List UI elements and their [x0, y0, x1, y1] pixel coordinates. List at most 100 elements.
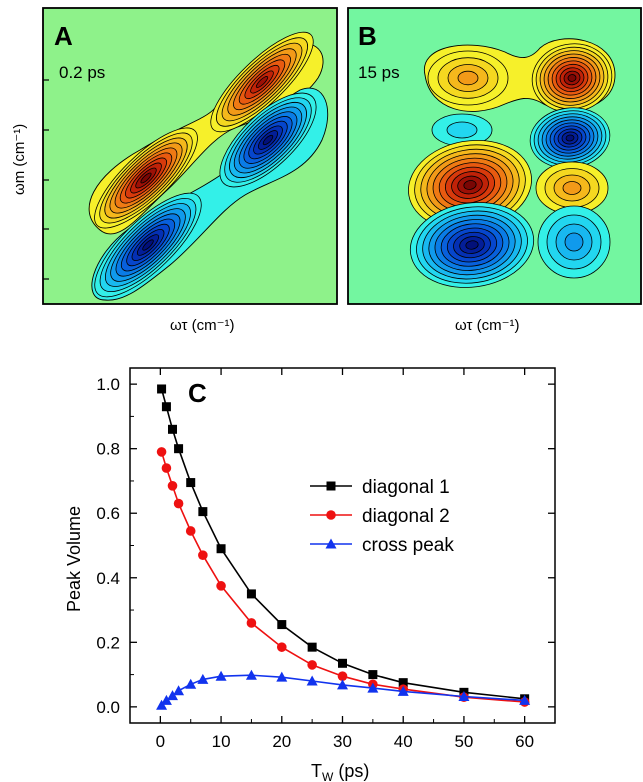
contour-level	[565, 134, 575, 142]
x-tick-label: 0	[156, 732, 165, 751]
data-point	[276, 671, 288, 682]
legend-label: diagonal 1	[362, 477, 450, 498]
peak-b-top-left	[427, 50, 509, 106]
panel-c-series	[156, 384, 531, 710]
x-tick-label: 60	[515, 732, 534, 751]
panel-b-time: 15 ps	[358, 63, 400, 82]
contour-level	[446, 121, 478, 139]
data-point	[215, 670, 227, 681]
legend-label: diagonal 2	[362, 506, 450, 527]
contour-level	[262, 134, 274, 146]
x-tick-label: 10	[212, 732, 231, 751]
data-point	[174, 444, 184, 454]
peak-lower-negative	[94, 192, 202, 298]
legend-label: cross peak	[362, 535, 454, 556]
panel-b-contours	[408, 38, 616, 288]
data-point	[160, 694, 172, 705]
data-point	[185, 678, 197, 689]
panel-c-label: C	[188, 378, 207, 408]
data-point	[161, 402, 171, 412]
y-tick-label: 0.4	[96, 569, 120, 588]
x-tick-label: 20	[272, 732, 291, 751]
peak-upper-positive	[210, 31, 314, 133]
data-point	[216, 544, 226, 554]
contour-level	[465, 240, 479, 250]
panel-a: A 0.2 ps ωτ (cm⁻¹) ωm (cm⁻¹)	[11, 7, 338, 334]
data-point	[307, 660, 317, 670]
panel-c-xlabel: TW (ps)	[311, 761, 369, 782]
data-point	[307, 642, 317, 652]
data-point	[338, 658, 347, 668]
legend-item: diagonal 2	[310, 506, 450, 527]
contour-level	[463, 180, 477, 190]
data-point	[156, 447, 167, 457]
series-cross-peak	[156, 669, 531, 710]
x-tick-label: 30	[333, 732, 352, 751]
x-tick-label: 40	[394, 732, 413, 751]
peak-b-upper-mid-left	[431, 113, 493, 147]
data-point	[185, 526, 196, 536]
data-point	[216, 581, 226, 591]
data-point	[186, 478, 196, 488]
panel-b-xlabel: ωτ (cm⁻¹)	[455, 317, 520, 334]
contour-level	[567, 74, 577, 82]
panel-a-contours	[88, 31, 329, 301]
data-point	[397, 685, 409, 696]
peak-lower-positive	[94, 127, 198, 229]
legend-marker	[326, 510, 336, 520]
data-point	[167, 690, 178, 701]
contour-level	[562, 181, 582, 195]
panel-c-legend: diagonal 1 diagonal 2 cross peak	[310, 477, 454, 556]
data-point	[197, 673, 209, 684]
contour-level	[140, 172, 152, 184]
data-point	[246, 589, 256, 599]
data-point	[157, 384, 167, 394]
panel-a-xlabel: ωτ (cm⁻¹)	[170, 317, 235, 334]
panel-c-frame	[129, 367, 556, 724]
peak-b-bottom-left	[409, 202, 535, 288]
peak-b-bottom-right	[537, 205, 611, 279]
peak-b-lower-mid-right	[535, 161, 609, 215]
peak-b-upper-mid-right	[529, 107, 611, 169]
data-point	[167, 480, 178, 491]
panel-c-axes: 0 10 20 30 40 50 60 0.0 0.2 0.4 0.6 0.8 1.0	[96, 368, 555, 751]
panel-a-ylabel: ωm (cm⁻¹)	[11, 124, 28, 195]
data-point	[246, 618, 257, 628]
panel-b-frame	[347, 7, 642, 305]
y-tick-label: 0.0	[96, 698, 120, 717]
data-point	[368, 670, 378, 680]
data-point	[367, 682, 379, 693]
panel-a-time: 0.2 ps	[59, 63, 105, 82]
y-tick-label: 0.2	[96, 633, 120, 652]
legend-item: cross peak	[310, 535, 454, 556]
panel-a-label: A	[54, 21, 73, 51]
data-point	[173, 685, 185, 696]
data-point	[337, 671, 348, 682]
y-tick-label: 0.8	[96, 440, 120, 459]
data-point	[277, 620, 287, 630]
data-point	[198, 507, 208, 517]
panel-c-ylabel: Peak Volume	[64, 506, 84, 612]
contour-level	[255, 76, 269, 88]
data-point	[168, 424, 177, 434]
data-point	[458, 691, 470, 702]
data-point	[337, 679, 348, 690]
contour-level	[142, 239, 154, 251]
data-point	[198, 550, 208, 560]
legend-item: diagonal 1	[310, 477, 450, 498]
peak-upper-negative	[219, 92, 317, 188]
data-point	[276, 642, 287, 652]
peak-b-top-right	[531, 43, 613, 113]
panel-b-label: B	[358, 21, 377, 51]
data-point	[398, 678, 408, 688]
data-point	[173, 498, 184, 509]
data-point	[519, 694, 531, 705]
legend-marker	[326, 481, 336, 491]
legend-marker	[325, 538, 337, 549]
panel-a-ticks	[43, 79, 49, 280]
panel-a-frame	[42, 7, 338, 305]
panel-b: B 15 ps ωτ (cm⁻¹)	[347, 7, 642, 334]
data-point	[161, 463, 172, 473]
data-point	[245, 669, 257, 680]
